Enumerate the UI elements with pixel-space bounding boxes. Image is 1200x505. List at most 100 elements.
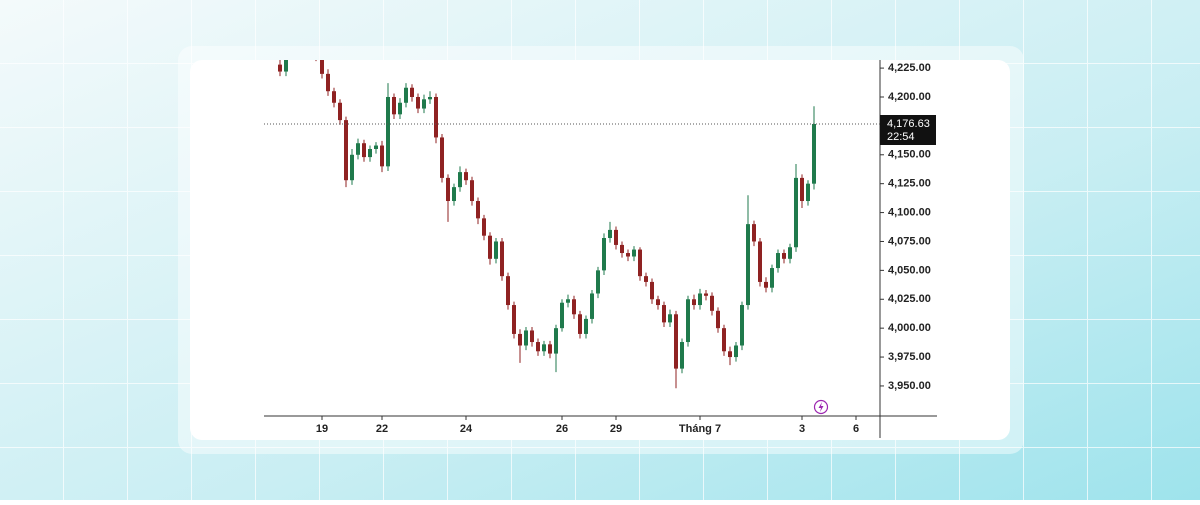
- x-tick-label: 3: [799, 423, 805, 435]
- y-tick-label: 4,025.00: [888, 293, 931, 305]
- candle-body: [656, 299, 660, 306]
- candle-body: [374, 145, 378, 149]
- candle-body: [338, 102, 342, 121]
- candle-body: [596, 270, 600, 294]
- candle-body: [638, 249, 642, 277]
- candle-body: [452, 187, 456, 202]
- y-tick-label: 4,100.00: [888, 206, 931, 218]
- candle-body: [542, 344, 546, 352]
- candle-body: [464, 172, 468, 181]
- x-tick-label: 24: [460, 423, 473, 435]
- y-tick-label: 3,950.00: [888, 380, 931, 392]
- candle-body: [704, 293, 708, 296]
- candle-body: [428, 96, 432, 100]
- candle-body: [794, 177, 798, 248]
- candle-body: [806, 183, 810, 202]
- candle-body: [734, 345, 738, 358]
- candle-body: [344, 120, 348, 181]
- y-tick-label: 3,975.00: [888, 351, 931, 363]
- candle-body: [812, 123, 816, 184]
- y-tick-label: 4,200.00: [888, 91, 931, 103]
- candle-body: [620, 244, 624, 254]
- candle-body: [578, 314, 582, 334]
- candle-body: [446, 177, 450, 202]
- candle-body: [488, 235, 492, 259]
- x-tick-label: 6: [853, 423, 859, 435]
- y-tick-label: 4,225.00: [888, 62, 931, 74]
- flash-icon[interactable]: [813, 399, 829, 415]
- candle-body: [566, 299, 570, 303]
- candle-body: [686, 299, 690, 343]
- y-tick-label: 4,125.00: [888, 178, 931, 190]
- candle-body: [692, 299, 696, 306]
- x-tick-label: 26: [556, 423, 568, 435]
- x-tick-label: 29: [610, 423, 622, 435]
- candle-body: [800, 177, 804, 202]
- candle-body: [416, 96, 420, 109]
- candle-body: [356, 143, 360, 155]
- x-tick-label: Tháng 7: [679, 423, 721, 435]
- candle-body: [632, 249, 636, 257]
- last-price-label: 4,176.63: [887, 118, 930, 130]
- candle-body: [644, 276, 648, 282]
- candle-body: [776, 253, 780, 269]
- candle-body: [536, 342, 540, 352]
- candle-body: [476, 201, 480, 219]
- candle-body: [518, 333, 522, 346]
- candle-body: [278, 64, 282, 72]
- x-tick-label: 22: [376, 423, 388, 435]
- candle-body: [494, 241, 498, 259]
- candle-body: [728, 351, 732, 358]
- candle-body: [770, 268, 774, 288]
- candle-body: [392, 96, 396, 115]
- candle-body: [434, 96, 438, 138]
- card: [190, 60, 1010, 440]
- y-tick-label: 4,150.00: [888, 149, 931, 161]
- candle-body: [332, 91, 336, 103]
- candle-body: [284, 60, 288, 72]
- candle-body: [500, 241, 504, 277]
- candle-body: [380, 145, 384, 167]
- candle-body: [470, 180, 474, 202]
- candle-body: [614, 229, 618, 245]
- candle-body: [698, 293, 702, 306]
- candle-body: [572, 299, 576, 315]
- candle-body: [782, 253, 786, 259]
- candle-body: [548, 344, 552, 354]
- candle-body: [608, 229, 612, 238]
- y-tick-label: 4,000.00: [888, 322, 931, 334]
- candle-body: [668, 314, 672, 323]
- candle-body: [710, 295, 714, 311]
- candle-body: [368, 149, 372, 158]
- candle-body: [554, 328, 558, 354]
- candle-body: [350, 154, 354, 181]
- candles: [278, 60, 816, 389]
- candle-body: [584, 318, 588, 334]
- candle-body: [746, 224, 750, 306]
- candle-body: [626, 253, 630, 257]
- candle-body: [482, 218, 486, 236]
- candle-body: [680, 342, 684, 369]
- candle-body: [788, 247, 792, 259]
- candle-body: [386, 96, 390, 167]
- candle-body: [440, 137, 444, 178]
- countdown: 22:54: [887, 131, 915, 143]
- candle-body: [716, 310, 720, 329]
- candle-body: [422, 99, 426, 109]
- candle-body: [650, 281, 654, 300]
- candle-body: [326, 73, 330, 92]
- candle-body: [524, 330, 528, 346]
- candle-body: [530, 330, 534, 343]
- candle-body: [458, 172, 462, 188]
- candle-body: [362, 143, 366, 158]
- last-price-box: [880, 114, 936, 145]
- candle-body: [404, 87, 408, 103]
- candle-body: [758, 241, 762, 282]
- candle-body: [398, 102, 402, 115]
- candle-body: [590, 293, 594, 319]
- y-tick-label: 4,050.00: [888, 264, 931, 276]
- candle-body: [662, 305, 666, 323]
- candle-body: [602, 238, 606, 271]
